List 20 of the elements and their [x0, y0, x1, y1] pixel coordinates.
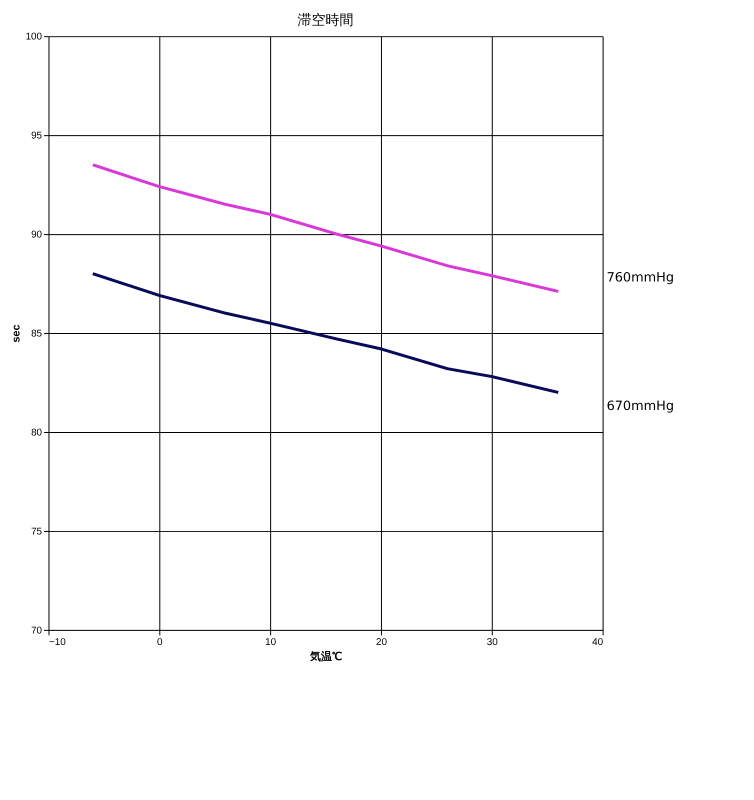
x-tick-label: 30	[486, 637, 498, 648]
y-tick-label: 90	[31, 230, 43, 241]
x-tick-label: 10	[265, 637, 277, 648]
y-tick-label: 85	[31, 328, 43, 340]
chart-title: 滞空時間	[298, 12, 354, 28]
y-tick-label: 80	[31, 427, 43, 438]
x-tick-label: 0	[157, 637, 164, 648]
x-tick-label: −10	[48, 637, 66, 648]
line-series	[91, 272, 560, 394]
y-tick-label: 75	[31, 526, 43, 538]
y-tick-label: 95	[31, 130, 43, 142]
x-axis-title: 気温℃	[309, 650, 342, 664]
text: 670mmHg	[606, 399, 674, 414]
y-tick-label: 100	[26, 32, 43, 43]
x-tick-label: 20	[376, 637, 388, 648]
y-tick-label: 70	[31, 625, 43, 636]
text: 760mmHg	[606, 270, 674, 286]
x-tick-label: 40	[592, 637, 604, 648]
line-series	[91, 163, 560, 293]
y-axis-title: sec	[10, 324, 23, 343]
